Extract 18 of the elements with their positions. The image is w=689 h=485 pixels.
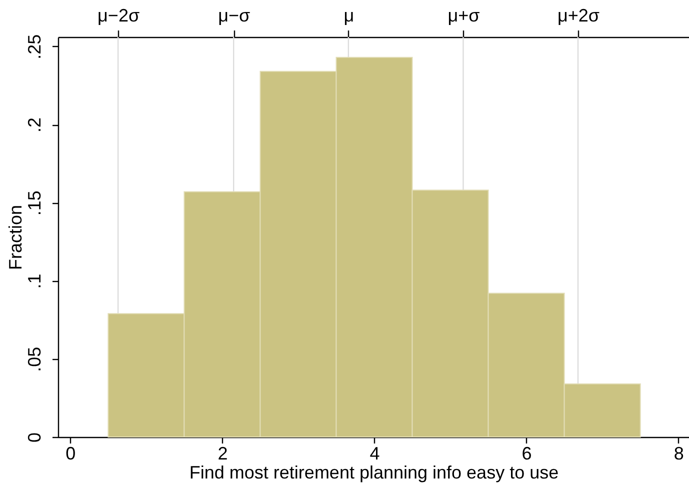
ref-line-label: μ−2σ xyxy=(98,6,140,26)
y-tick-label: 0 xyxy=(24,432,44,443)
x-tick-label: 8 xyxy=(674,444,684,464)
y-tick-label: .1 xyxy=(24,274,44,289)
ref-line-label: μ xyxy=(344,6,354,26)
x-tick-label: 6 xyxy=(522,444,532,464)
y-axis-title: Fraction xyxy=(6,204,26,270)
ref-line-label: μ+σ xyxy=(448,6,480,26)
x-axis-title: Find most retirement planning info easy to use xyxy=(189,462,559,482)
x-tick-label: 2 xyxy=(218,444,228,464)
ref-line-label: μ−σ xyxy=(218,6,250,26)
y-tick-label: .05 xyxy=(24,346,44,372)
ref-line-label: μ+2σ xyxy=(557,6,600,26)
y-tick-label: .25 xyxy=(24,34,44,60)
x-tick-label: 4 xyxy=(370,444,380,464)
y-tick-label: .15 xyxy=(24,190,44,216)
x-tick-label: 0 xyxy=(66,444,76,464)
y-tick-label: .2 xyxy=(24,117,44,133)
